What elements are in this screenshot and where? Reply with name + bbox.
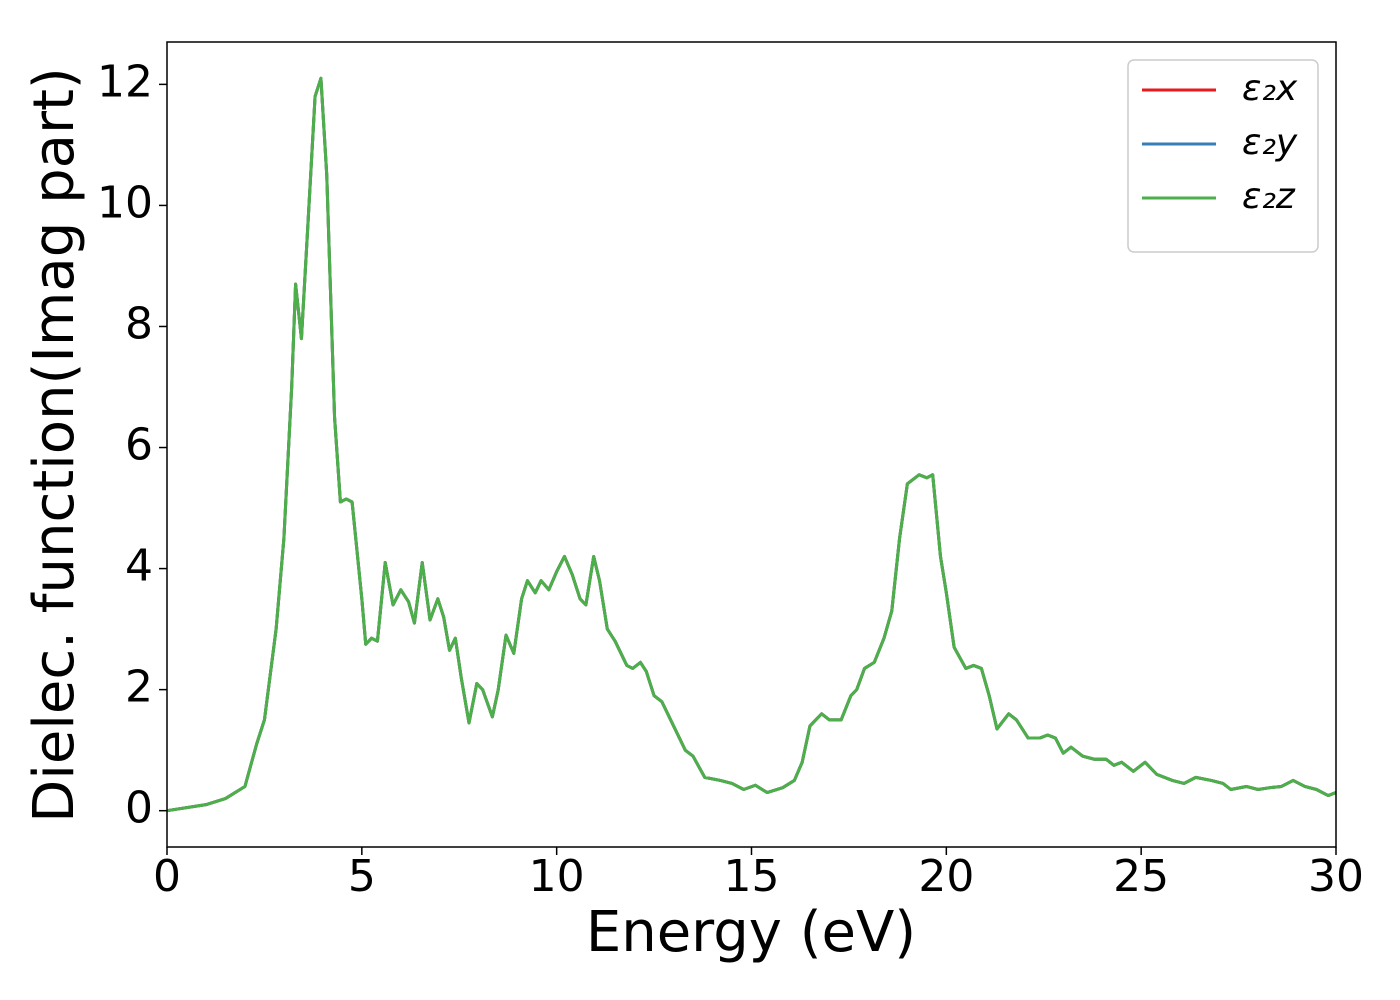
- y-tick-label: 0: [125, 783, 153, 834]
- x-tick-label: 15: [724, 851, 780, 902]
- y-axis-label: Dielec. function(Imag part): [22, 67, 87, 823]
- x-tick-label: 30: [1308, 851, 1364, 902]
- y-tick-label: 8: [125, 298, 153, 349]
- x-axis-label: Energy (eV): [586, 900, 916, 965]
- x-tick-label: 5: [348, 851, 376, 902]
- plot-frame: [166, 41, 1337, 848]
- legend-label: ε₂z: [1242, 176, 1296, 217]
- legend-label: ε₂y: [1242, 122, 1298, 163]
- x-tick-label: 20: [918, 851, 974, 902]
- data-line: [166, 76, 1337, 813]
- y-tick-label: 6: [125, 420, 153, 471]
- x-tick-label: 25: [1113, 851, 1169, 902]
- x-tick-label: 10: [529, 851, 585, 902]
- x-tick-label: 0: [153, 851, 181, 902]
- legend-label: ε₂x: [1242, 68, 1298, 109]
- y-tick-label: 2: [125, 662, 153, 713]
- y-tick-label: 4: [125, 541, 153, 592]
- y-tick-label: 10: [97, 177, 153, 228]
- y-tick-label: 12: [97, 56, 153, 107]
- legend-box: [1127, 59, 1319, 253]
- legend: ε₂x ε₂y ε₂z: [1127, 59, 1319, 253]
